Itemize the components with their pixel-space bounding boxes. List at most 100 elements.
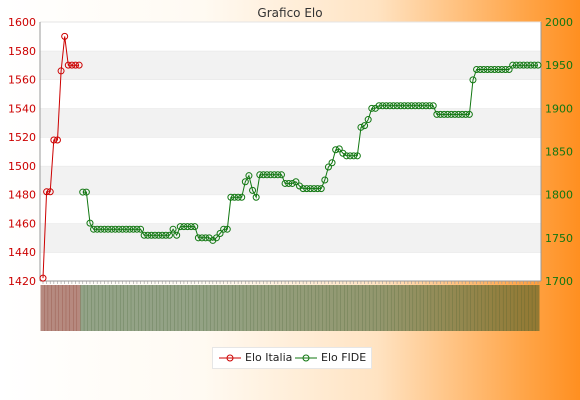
x-tick-label: [499, 285, 504, 331]
x-tick-label: [333, 285, 338, 331]
x-tick-label: [44, 285, 49, 331]
data-point-elo-fide: [86, 219, 94, 227]
legend-marker-elo-fide: [295, 354, 317, 362]
legend: Elo Italia Elo FIDE: [212, 347, 372, 369]
x-tick-label: [141, 285, 146, 331]
data-point-elo-fide: [400, 102, 408, 110]
x-tick-label: [170, 285, 175, 331]
data-point-elo-fide: [169, 225, 177, 233]
data-point-elo-fide: [212, 234, 220, 242]
grid-band: [40, 165, 541, 195]
x-tick-label: [423, 285, 428, 331]
data-point-elo-fide: [220, 225, 228, 233]
x-tick-label: [492, 285, 497, 331]
data-point-elo-fide: [462, 110, 470, 118]
x-tick-label: [192, 285, 197, 331]
data-point-elo-fide: [310, 185, 318, 193]
right-tick-label: 1750: [545, 232, 573, 245]
data-point-elo-fide: [364, 116, 372, 124]
data-point-elo-fide: [520, 61, 528, 69]
x-tick-label: [195, 285, 200, 331]
data-point-elo-italia: [75, 61, 83, 69]
data-point-elo-fide: [436, 110, 444, 118]
x-tick-label: [502, 285, 507, 331]
x-tick-label: [318, 285, 323, 331]
data-point-elo-fide: [173, 231, 181, 239]
data-point-elo-fide: [530, 61, 538, 69]
x-tick-label: [119, 285, 124, 331]
x-tick-label: [474, 285, 479, 331]
data-point-elo-fide: [447, 110, 455, 118]
x-tick-label: [127, 285, 132, 331]
left-tick-label: 1480: [8, 189, 36, 202]
data-point-elo-fide: [129, 225, 137, 233]
x-tick-label: [336, 285, 341, 331]
data-point-elo-fide: [216, 230, 224, 238]
x-tick-label: [524, 285, 529, 331]
x-tick-label: [513, 285, 518, 331]
x-tick-label: [80, 285, 85, 331]
x-tick-label: [329, 285, 334, 331]
data-point-elo-fide: [469, 76, 477, 84]
data-point-elo-fide: [147, 231, 155, 239]
data-point-elo-fide: [90, 225, 98, 233]
x-tick-label: [372, 285, 377, 331]
left-axis-ticks: 1420 1440 1460 1480 1500 1520 1540 1560 1580 1600: [8, 16, 36, 288]
data-point-elo-fide: [288, 179, 296, 187]
data-point-elo-fide: [451, 110, 459, 118]
series-line-elo-fide: [82, 64, 538, 242]
series-elo-fide: [79, 61, 542, 244]
x-tick-label: [362, 285, 367, 331]
data-point-elo-fide: [498, 65, 506, 73]
data-point-elo-fide: [270, 171, 278, 179]
x-tick-label: [278, 285, 283, 331]
data-point-elo-fide: [126, 225, 134, 233]
x-tick-label: [315, 285, 320, 331]
left-tick-label: 1440: [8, 246, 36, 259]
data-point-elo-fide: [317, 185, 325, 193]
x-tick-label: [123, 285, 128, 331]
x-tick-label: [531, 285, 536, 331]
data-point-elo-fide: [234, 193, 242, 201]
right-tick-label: 1950: [545, 59, 573, 72]
data-point-elo-fide: [194, 234, 202, 242]
data-point-elo-fide: [285, 179, 293, 187]
data-point-elo-fide: [465, 110, 473, 118]
data-point-elo-italia: [72, 61, 80, 69]
x-tick-label: [441, 285, 446, 331]
x-tick-label: [239, 285, 244, 331]
x-tick-label: [456, 285, 461, 331]
left-tick-label: 1580: [8, 45, 36, 58]
x-axis-ticks: [40, 281, 540, 331]
data-point-elo-fide: [223, 225, 231, 233]
data-point-elo-fide: [274, 171, 282, 179]
data-point-elo-fide: [516, 61, 524, 69]
data-point-elo-fide: [184, 223, 192, 231]
left-tick-label: 1560: [8, 74, 36, 87]
x-tick-label: [300, 285, 305, 331]
data-point-elo-fide: [249, 186, 257, 194]
x-tick-label: [47, 285, 52, 331]
data-point-elo-fide: [422, 102, 430, 110]
x-tick-label: [293, 285, 298, 331]
data-point-elo-fide: [299, 185, 307, 193]
x-tick-label: [369, 285, 374, 331]
data-point-elo-fide: [306, 185, 314, 193]
data-point-elo-fide: [426, 102, 434, 110]
x-tick-label: [203, 285, 208, 331]
data-point-elo-fide: [122, 225, 130, 233]
data-point-elo-fide: [480, 65, 488, 73]
grid-band: [40, 137, 541, 166]
data-point-elo-fide: [187, 223, 195, 231]
data-point-elo-fide: [361, 122, 369, 130]
x-tick-label: [311, 285, 316, 331]
data-point-elo-fide: [79, 188, 87, 196]
x-tick-label: [437, 285, 442, 331]
grid-band: [40, 223, 541, 253]
x-tick-label: [130, 285, 135, 331]
data-point-elo-fide: [397, 102, 405, 110]
x-tick-label: [134, 285, 139, 331]
data-point-elo-fide: [386, 102, 394, 110]
x-tick-label: [268, 285, 273, 331]
